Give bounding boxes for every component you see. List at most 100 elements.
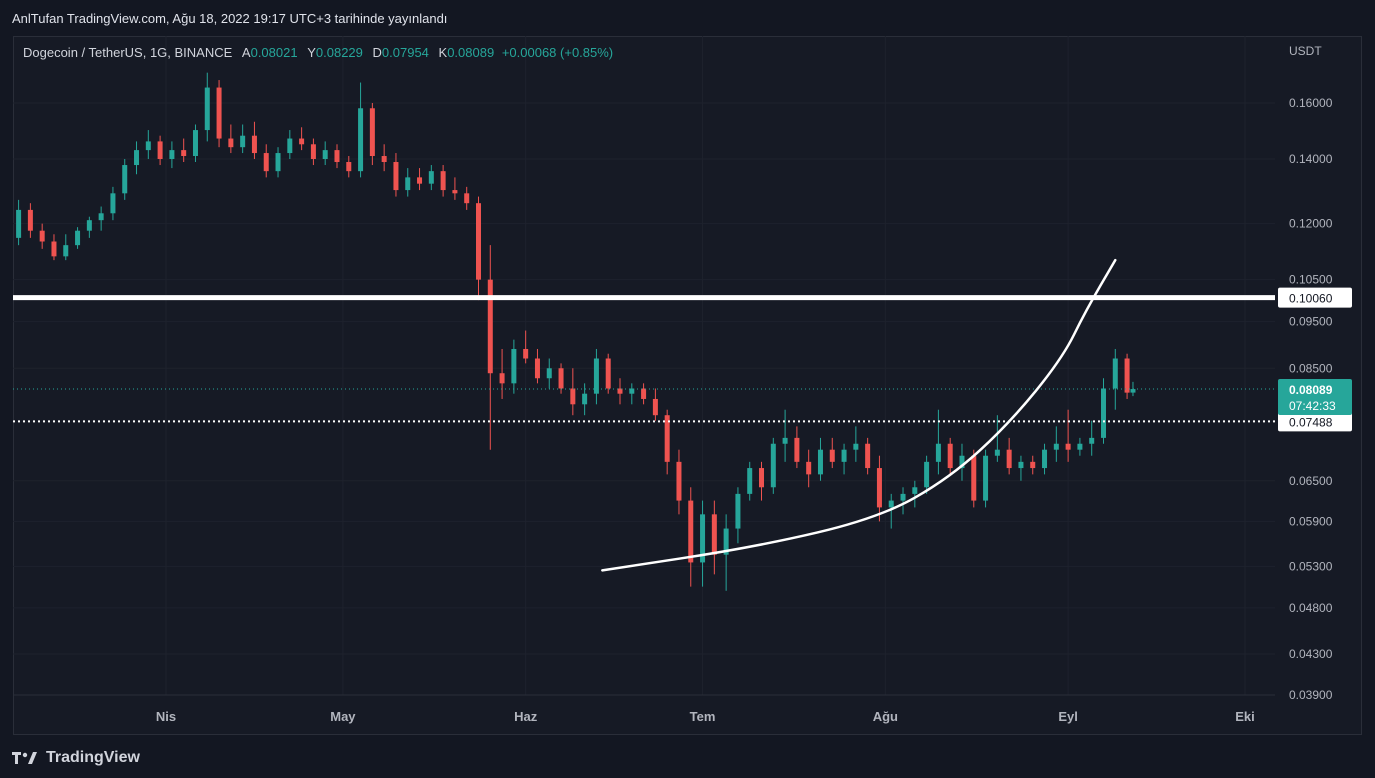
candle [157,135,163,166]
candle [1077,437,1083,456]
price-badge-label: 0.07488 [1289,415,1333,429]
footer-brand[interactable]: TradingView [12,746,140,770]
candle [181,138,187,163]
candle [605,353,611,394]
candle [652,388,658,421]
candle [617,378,623,405]
price-tick-label: 0.14000 [1289,152,1333,166]
candle-body [16,209,22,238]
candle-body [358,108,364,172]
candle [263,144,269,178]
candle-body [487,279,493,374]
time-tick-label: Eyl [1058,709,1078,724]
candle-body [888,500,894,508]
candle-body [1130,389,1136,393]
candle [417,168,423,191]
legend-change-value: +0.00068 (+0.85%) [501,45,614,60]
candle [865,437,871,475]
grid-lines [13,36,1275,696]
candle [346,156,352,178]
candle-body [1053,443,1059,450]
candle [475,196,481,301]
candle-body [900,493,906,501]
candle-body [971,455,977,501]
legend-low-value: 0.07954 [381,45,429,60]
candle [711,500,717,575]
candle [747,461,753,501]
candle [770,437,776,494]
candle-body [570,388,576,405]
candle-body [676,461,682,501]
candle-body [983,455,989,501]
candle-body [134,150,140,166]
candle [912,480,918,508]
candle-body [912,487,918,494]
candle [664,409,670,475]
legend-close-value: 0.08089 [447,45,495,60]
candle-body [369,108,375,157]
candle [641,383,647,405]
candle-body [475,203,481,280]
price-tick-label: 0.09500 [1289,315,1333,329]
candle [228,124,234,154]
candle [1100,378,1106,444]
candle [216,80,222,148]
price-badge-label: 0.10060 [1289,292,1333,306]
candle-body [806,461,812,475]
candle [947,437,953,475]
candle [358,82,364,178]
candle-body [1112,358,1118,389]
candle [1018,455,1024,481]
time-tick-label: Tem [690,709,716,724]
candle [546,358,552,389]
candle-body [51,241,57,257]
candle [688,487,694,587]
last-price-badge: 0.08089 07:42:33 [1278,379,1352,416]
candle [723,514,729,591]
publisher-text: AnlTufan TradingView.com, Ağu 18, 2022 1… [12,11,448,26]
candle [1006,437,1012,475]
candle-body [617,388,623,394]
candle [876,455,882,522]
candle [700,500,706,587]
candle-body [523,348,529,359]
candle-body [511,348,517,384]
time-tick-label: Haz [514,709,538,724]
candle [39,223,45,249]
candle [464,186,470,210]
candle-body [86,220,92,231]
candle-body [110,193,116,214]
candle [959,443,965,481]
candle [971,449,977,508]
candle [841,443,847,475]
candle [110,186,116,221]
candle-body [27,209,33,231]
candle [1112,348,1118,410]
candle-body [263,153,269,172]
candle-body [204,87,210,131]
candle [1130,381,1136,397]
candle [322,141,328,166]
candle [334,144,340,169]
tradingview-logo-icon [12,752,37,764]
candle [853,426,859,462]
candle-body [747,468,753,494]
candle [676,449,682,515]
price-badge-bg [1278,411,1352,432]
legend-symbol: Dogecoin / TetherUS, 1G, BINANCE [23,45,233,60]
candle [310,138,316,166]
time-axis: Nis May Haz Tem Ağu Eyl Eki [156,709,1255,724]
candle-body [334,150,340,163]
candle-body [770,443,776,488]
price-badge: 0.07488 [1278,411,1352,432]
candle [829,437,835,469]
candle-body [98,213,104,221]
legend-high-label: Y [307,45,316,60]
price-tick-label: 0.16000 [1289,96,1333,110]
candlestick-chart[interactable]: USDT 0.16000 0.14000 0.12000 0.10500 0.09500 0… [13,36,1362,735]
candle [994,415,1000,462]
candle [817,437,823,481]
candle [145,130,151,160]
candle [1030,455,1036,475]
candle [1089,420,1095,456]
